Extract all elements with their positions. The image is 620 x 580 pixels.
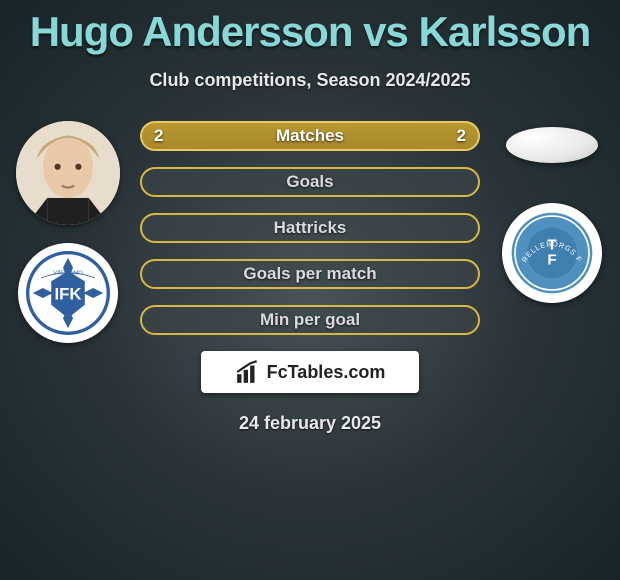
left-player-photo: [16, 121, 120, 225]
right-club-badge: T F TRELLEBORGS FF: [502, 203, 602, 303]
stat-bar-goals: Goals: [140, 167, 480, 197]
page-title: Hugo Andersson vs Karlsson: [0, 0, 620, 56]
right-player-column: T F TRELLEBORGS FF: [492, 121, 612, 303]
stat-left-value: 2: [154, 123, 163, 149]
stat-label: Goals: [286, 172, 333, 192]
left-club-badge: IFK VÄRNAMO: [18, 243, 118, 343]
stat-bar-hattricks: Hattricks: [140, 213, 480, 243]
right-player-photo-placeholder: [506, 127, 598, 163]
snapshot-date: 24 february 2025: [0, 413, 620, 434]
stat-label: Matches: [276, 126, 344, 146]
stat-label: Goals per match: [243, 264, 376, 284]
chart-icon: [235, 359, 261, 385]
stat-right-value: 2: [457, 123, 466, 149]
watermark-text: FcTables.com: [267, 362, 386, 383]
stat-bar-goals-per-match: Goals per match: [140, 259, 480, 289]
svg-text:F: F: [547, 252, 556, 269]
fctables-watermark: FcTables.com: [201, 351, 419, 393]
subtitle: Club competitions, Season 2024/2025: [0, 70, 620, 91]
stat-label: Hattricks: [274, 218, 347, 238]
stats-column: 2 Matches 2 Goals Hattricks Goals per match Mi…: [140, 121, 480, 335]
stat-bar-min-per-goal: Min per goal: [140, 305, 480, 335]
svg-text:IFK: IFK: [54, 285, 81, 304]
stat-label: Min per goal: [260, 310, 360, 330]
comparison-panel: IFK VÄRNAMO T F TRELLEBORGS FF 2Matches2…: [0, 121, 620, 434]
svg-text:VÄRNAMO: VÄRNAMO: [53, 270, 83, 277]
stat-bar-matches: 2 Matches 2: [140, 121, 480, 151]
left-player-column: IFK VÄRNAMO: [8, 121, 128, 343]
